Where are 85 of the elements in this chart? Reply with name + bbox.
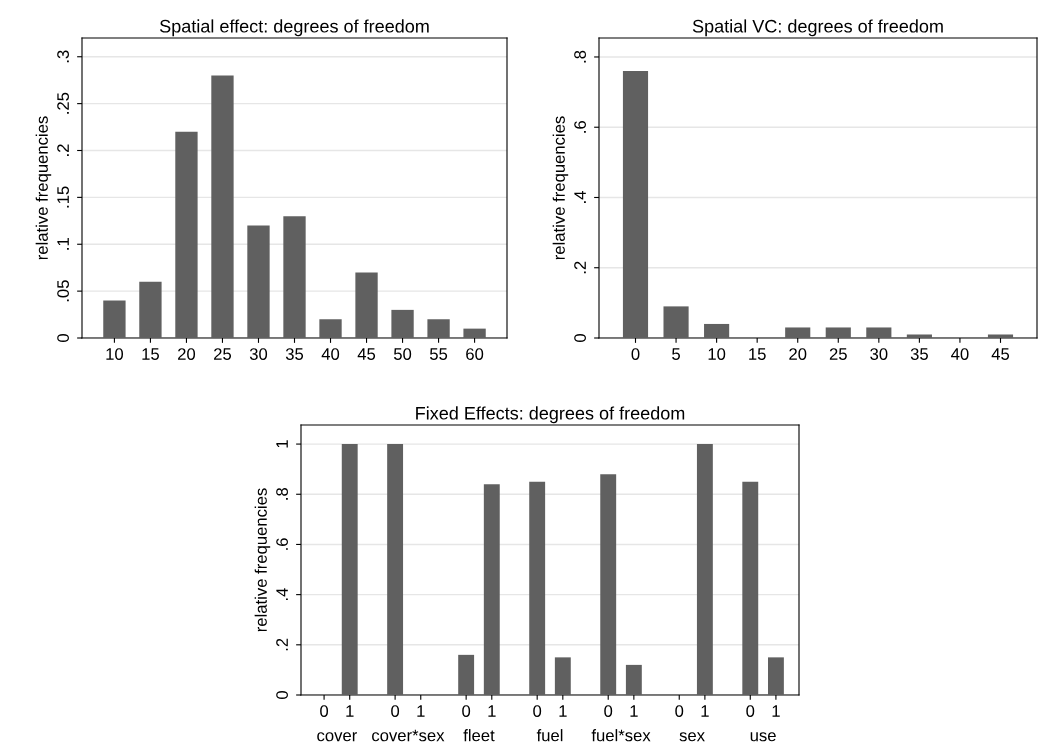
y-tick-label: 0 [574, 334, 586, 342]
x-tick-label: 0 [462, 705, 471, 717]
bar [283, 216, 306, 338]
y-tick-label: .8 [276, 488, 288, 500]
chart-title: Spatial effect: degrees of freedom [159, 19, 429, 37]
x-tick-label: 35 [285, 348, 304, 360]
text: fleet [463, 729, 495, 742]
chart-title: Fixed Effects: degrees of freedom [416, 406, 685, 424]
bar [704, 323, 730, 338]
bar [391, 309, 414, 338]
text: cover [317, 732, 357, 742]
bar [825, 327, 851, 338]
y-tick-label: .4 [276, 588, 288, 601]
x-tick-label: 30 [249, 348, 268, 360]
x-tick-label: 60 [466, 348, 484, 360]
x-tick-label: 15 [142, 348, 159, 360]
y-tick-label: .4 [574, 191, 586, 203]
y-tick-label: .8 [574, 50, 586, 63]
x-tick-label: 0 [533, 705, 542, 717]
bar [663, 306, 689, 338]
y-axis-title: relative frequencies [552, 116, 569, 260]
x-tick-label: 0 [675, 705, 684, 717]
x-tick-label: 20 [789, 348, 807, 360]
x-tick-label: 15 [749, 348, 766, 360]
y-tick-label: .3 [57, 50, 69, 63]
y-tick-label: 0 [276, 691, 288, 699]
x-tick-label: 1 [630, 705, 638, 717]
text: use [750, 732, 776, 742]
x-tick-label: 0 [746, 705, 755, 717]
bar [427, 319, 450, 338]
y-tick-label: 1 [276, 440, 288, 448]
bar [247, 225, 270, 338]
bar [355, 272, 378, 338]
x-tick-label: 0 [391, 705, 400, 717]
y-tick-label: .6 [574, 121, 586, 133]
x-tick-label: 0 [320, 705, 329, 717]
x-tick-label: 1 [346, 705, 354, 717]
x-tick-label: 0 [604, 705, 613, 717]
text: fuel [536, 729, 563, 742]
y-tick-label: .2 [57, 144, 69, 156]
x-tick-label: 55 [429, 348, 448, 360]
x-tick-label: 25 [214, 348, 232, 360]
x-tick-label: 35 [910, 348, 928, 360]
x-tick-label: 50 [393, 348, 412, 360]
x-tick-label: 45 [357, 348, 376, 360]
text: sex [679, 732, 705, 742]
y-axis-title: relative frequencies [254, 488, 271, 632]
bar [139, 281, 162, 338]
bar [622, 71, 649, 338]
x-tick-label: 5 [672, 348, 680, 360]
x-tick-label: 1 [559, 705, 567, 717]
bar [866, 327, 892, 338]
x-tick-label: 1 [417, 705, 425, 717]
text: fuel*sex [591, 729, 651, 742]
bar [319, 319, 342, 338]
y-tick-label: .25 [57, 92, 69, 114]
y-axis-title: relative frequencies [35, 116, 52, 260]
x-tick-label: 40 [951, 348, 969, 360]
y-tick-label: .15 [57, 186, 69, 208]
bar [103, 300, 126, 338]
y-tick-label: .05 [57, 280, 69, 302]
y-tick-label: .1 [57, 238, 69, 250]
x-tick-label: 45 [991, 348, 1010, 360]
bar [785, 327, 811, 338]
y-tick-label: 0 [57, 334, 69, 342]
x-tick-label: 10 [708, 348, 726, 360]
y-tick-label: .2 [276, 638, 288, 651]
y-tick-label: .6 [276, 538, 288, 550]
x-tick-label: 1 [488, 705, 496, 717]
text: cover*sex [372, 729, 445, 742]
chart-title: Spatial VC: degrees of freedom [692, 19, 943, 37]
x-tick-label: 0 [631, 348, 640, 360]
y-tick-label: .2 [574, 261, 586, 274]
bar [987, 334, 1014, 338]
x-tick-label: 10 [106, 348, 124, 360]
bar [463, 328, 486, 338]
x-tick-label: 30 [870, 348, 888, 360]
bar [211, 75, 234, 338]
x-tick-label: 1 [772, 705, 780, 717]
bar [906, 334, 932, 338]
x-tick-label: 25 [829, 348, 847, 360]
bar [175, 131, 198, 338]
x-tick-label: 1 [701, 705, 709, 717]
x-tick-label: 40 [321, 348, 340, 360]
x-tick-label: 20 [178, 348, 196, 360]
